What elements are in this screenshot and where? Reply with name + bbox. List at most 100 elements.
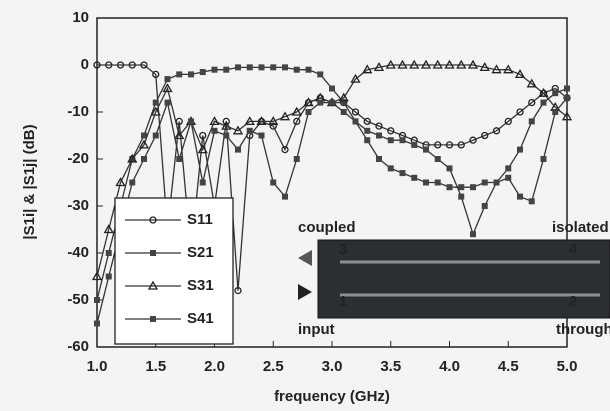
marker	[235, 147, 241, 153]
marker	[329, 100, 335, 106]
annotation: input	[298, 321, 335, 338]
y-tick-label: -10	[67, 103, 89, 120]
marker	[188, 118, 194, 124]
marker	[188, 71, 194, 77]
marker	[270, 64, 276, 70]
marker	[447, 184, 453, 190]
x-tick-label: 2.5	[263, 358, 284, 375]
marker	[94, 297, 100, 303]
marker	[388, 165, 394, 171]
marker	[176, 156, 182, 162]
marker	[494, 180, 500, 186]
y-tick-label: -60	[67, 338, 89, 355]
marker	[212, 67, 218, 73]
marker	[364, 128, 370, 134]
marker	[564, 86, 570, 92]
marker	[176, 71, 182, 77]
x-tick-label: 5.0	[557, 358, 578, 375]
marker	[223, 133, 229, 139]
x-tick-label: 4.5	[498, 358, 519, 375]
marker	[541, 100, 547, 106]
marker	[388, 137, 394, 143]
page: frequency (GHz) |S1i| & |S1j| (dB) coupl…	[0, 0, 610, 411]
x-axis-label: frequency (GHz)	[274, 388, 390, 405]
y-tick-label: -40	[67, 244, 89, 261]
annotation: through	[556, 321, 610, 338]
marker	[165, 76, 171, 82]
marker	[94, 321, 100, 327]
y-tick-label: -20	[67, 150, 89, 167]
marker	[106, 250, 112, 256]
marker	[212, 128, 218, 134]
annotation: isolated	[552, 219, 609, 236]
marker	[306, 67, 312, 73]
marker	[400, 170, 406, 176]
marker	[505, 175, 511, 181]
marker	[317, 100, 323, 106]
marker	[259, 64, 265, 70]
x-tick-label: 3.5	[380, 358, 401, 375]
marker	[458, 184, 464, 190]
marker	[564, 95, 570, 101]
marker	[411, 175, 417, 181]
marker	[435, 180, 441, 186]
annotation: 1	[339, 293, 347, 310]
marker	[341, 109, 347, 115]
marker	[353, 118, 359, 124]
y-tick-label: 0	[81, 56, 89, 73]
marker	[153, 133, 159, 139]
marker	[247, 64, 253, 70]
legend-label: S11	[187, 211, 213, 228]
marker	[294, 67, 300, 73]
inset-arrow	[298, 250, 312, 266]
marker	[505, 165, 511, 171]
marker	[470, 184, 476, 190]
marker	[153, 100, 159, 106]
annotation: 3	[339, 241, 347, 258]
inset-device	[318, 240, 610, 318]
x-tick-label: 1.0	[87, 358, 108, 375]
annotation: 2	[569, 293, 577, 310]
marker	[150, 316, 156, 322]
marker	[400, 137, 406, 143]
marker	[411, 142, 417, 148]
legend: S11S21S31S41	[115, 198, 233, 344]
marker	[482, 203, 488, 209]
marker	[106, 274, 112, 280]
y-axis-label: |S1i| & |S1j| (dB)	[21, 124, 38, 239]
marker	[541, 156, 547, 162]
marker	[282, 64, 288, 70]
marker	[552, 90, 558, 96]
x-tick-label: 3.0	[322, 358, 343, 375]
marker	[235, 64, 241, 70]
marker	[517, 147, 523, 153]
x-tick-label: 4.0	[439, 358, 460, 375]
y-tick-label: 10	[72, 9, 89, 26]
y-tick-label: -50	[67, 291, 89, 308]
marker	[517, 194, 523, 200]
marker	[364, 137, 370, 143]
x-tick-label: 2.0	[204, 358, 225, 375]
marker	[552, 109, 558, 115]
marker	[423, 147, 429, 153]
marker	[529, 198, 535, 204]
marker	[435, 156, 441, 162]
marker	[129, 180, 135, 186]
marker	[376, 133, 382, 139]
marker	[247, 128, 253, 134]
marker	[458, 194, 464, 200]
marker	[270, 180, 276, 186]
x-tick-label: 1.5	[145, 358, 166, 375]
marker	[306, 109, 312, 115]
marker	[317, 71, 323, 77]
annotation: coupled	[298, 219, 356, 236]
legend-label: S31	[187, 277, 214, 294]
marker	[282, 194, 288, 200]
marker	[482, 180, 488, 186]
legend-label: S41	[187, 310, 214, 327]
marker	[200, 69, 206, 75]
marker	[470, 231, 476, 237]
marker	[294, 156, 300, 162]
marker	[329, 86, 335, 92]
marker	[529, 118, 535, 124]
